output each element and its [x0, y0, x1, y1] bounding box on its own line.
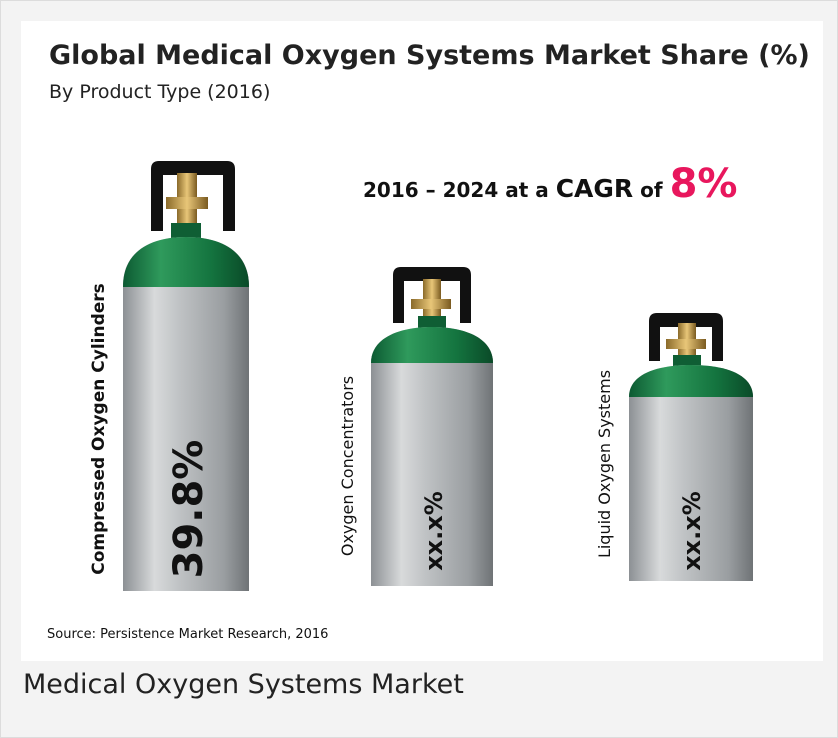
- title: Global Medical Oxygen Systems Market Sha…: [49, 40, 810, 71]
- cagr-period: 2016 – 2024 at a: [363, 178, 549, 202]
- segment-label: Oxygen Concentrators: [338, 376, 357, 556]
- infographic: Global Medical Oxygen Systems Market Sha…: [21, 21, 823, 661]
- cagr-value: 8%: [670, 161, 738, 207]
- segment-share: 39.8%: [166, 440, 212, 579]
- cagr-label: CAGR: [556, 174, 633, 203]
- page: Global Medical Oxygen Systems Market Sha…: [0, 0, 838, 738]
- subtitle: By Product Type (2016): [49, 81, 270, 103]
- segment-share: xx.x%: [678, 491, 706, 571]
- segment-share: xx.x%: [420, 491, 448, 571]
- cagr-of: of: [640, 178, 663, 202]
- source: Source: Persistence Market Research, 201…: [47, 627, 328, 642]
- caption: Medical Oxygen Systems Market: [23, 669, 464, 700]
- segment-label: Compressed Oxygen Cylinders: [89, 283, 109, 575]
- segment-label: Liquid Oxygen Systems: [595, 370, 614, 558]
